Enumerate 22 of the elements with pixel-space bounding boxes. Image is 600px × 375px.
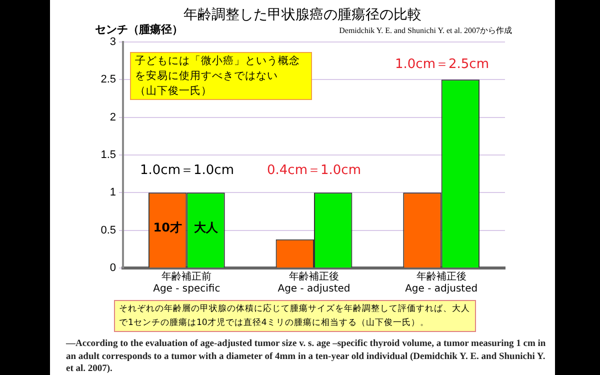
text: Demidchik Y. E. and Shunichi Y. et al. 2007から作成: [339, 25, 512, 36]
text: —According to the evaluation of age-adjusted tumor size v. s. age –specific thyroid volume, a tumor measuring 1 cm in an adult corresponds to a tumor with a diameter of 4mm in a ten-year old individual (Demidchik Y. E. and Shunichi Y. et al. 2007).: [66, 338, 547, 375]
y-tick-label: 3: [110, 36, 116, 48]
text: それぞれの年齢層の甲状腺の体積に応じて腫瘍サイズを年齢調整して評価すれば、大人で1センチの腫瘍は10才児では直径4ミリの腫瘍に相当する（山下俊一氏）。: [114, 300, 476, 332]
x-tick-label: 年齢補正後 Age - adjusted: [278, 270, 350, 295]
y-tick-label: 2.5: [100, 74, 116, 86]
y-tick-label: 0: [110, 262, 116, 274]
y-tick-label: 0.5: [100, 224, 116, 236]
annotation: 0.4cm＝1.0cm: [267, 162, 361, 179]
y-tick-label: 1.5: [100, 149, 116, 162]
chart-title: 年齢調整した甲状腺癌の腫瘍径の比較: [182, 6, 422, 24]
x-tick-label: 年齢補正前 Age - specific: [153, 270, 220, 295]
y-axis-title: センチ（腫瘍径）: [95, 22, 183, 37]
y-tick-label: 2: [110, 111, 116, 124]
series-label: 10才: [153, 220, 182, 234]
series-label: 大人: [194, 220, 219, 234]
annotation: 1.0cm＝2.5cm: [395, 56, 489, 73]
annotation: 1.0cm＝1.0cm: [140, 162, 234, 179]
annotation: （山下俊一氏）: [135, 84, 213, 99]
x-tick-label: 年齢補正後 Age - adjusted: [405, 270, 478, 295]
annotation: 子どもには「微小癌」という概念を安易に使用すべきではない: [135, 54, 301, 84]
y-tick-label: 1: [110, 186, 116, 199]
